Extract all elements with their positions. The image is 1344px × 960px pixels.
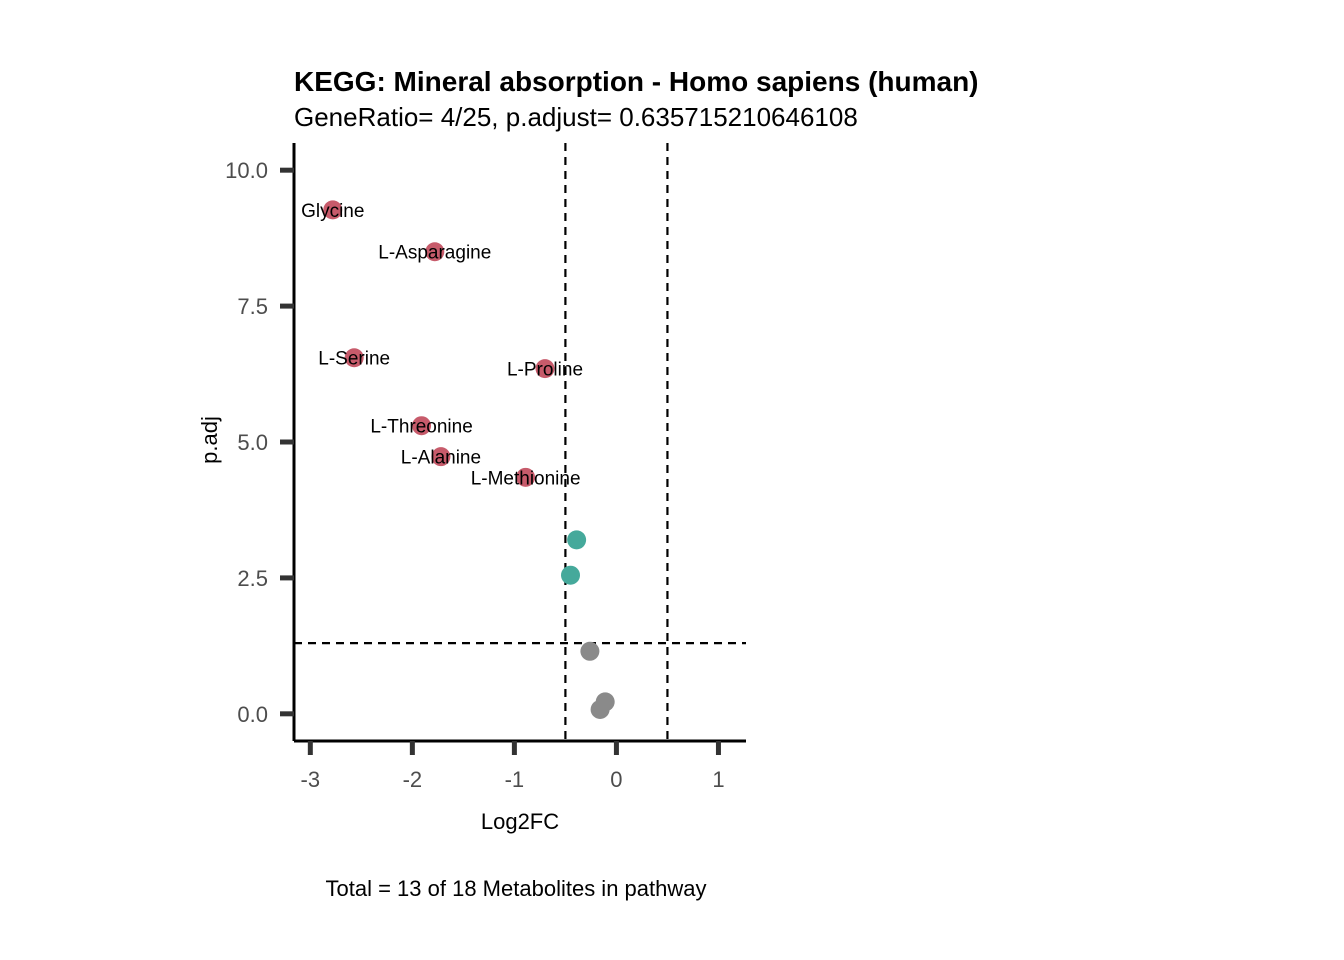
data-point-1	[425, 242, 445, 262]
point-label-0: Glycine	[301, 201, 364, 222]
point-label-5: L-Alanine	[401, 448, 481, 469]
data-point-0	[323, 200, 343, 220]
x-tick-label-0: -3	[301, 767, 321, 792]
x-tick-label-4: 1	[712, 767, 724, 792]
chart-subtitle: GeneRatio= 4/25, p.adjust= 0.63571521064…	[294, 102, 858, 132]
plot-area: 0.0 2.5 5.0 7.5 10.0 -3 -2 -1 0 1 Glycine L-Asparag…	[225, 143, 746, 792]
data-point-6	[516, 467, 536, 487]
x-axis-title: Log2FC	[481, 809, 559, 834]
data-point-3	[535, 359, 555, 379]
data-point-9	[580, 641, 600, 661]
y-tick-label-3: 7.5	[237, 294, 268, 319]
x-tick-label-3: 0	[610, 767, 622, 792]
chart-caption: Total = 13 of 18 Metabolites in pathway	[326, 876, 707, 901]
x-tick-label-2: -1	[505, 767, 525, 792]
point-label-1: L-Asparagine	[378, 243, 491, 264]
x-tick-label-1: -2	[403, 767, 423, 792]
point-label-3: L-Proline	[507, 360, 583, 381]
data-point-5	[431, 447, 451, 467]
data-point-11	[590, 699, 610, 719]
y-axis-title: p.adj	[197, 416, 222, 464]
point-label-6: L-Methionine	[471, 468, 581, 489]
y-tick-label-0: 0.0	[237, 702, 268, 727]
data-point-4	[412, 416, 432, 436]
data-point-7	[567, 530, 587, 550]
point-label-2: L-Serine	[318, 349, 390, 370]
data-point-2	[344, 348, 364, 368]
y-tick-label-1: 2.5	[237, 566, 268, 591]
chart-title: KEGG: Mineral absorption - Homo sapiens …	[294, 66, 979, 97]
y-tick-label-4: 10.0	[225, 158, 268, 183]
data-point-8	[561, 565, 581, 585]
y-tick-label-2: 5.0	[237, 430, 268, 455]
point-label-4: L-Threonine	[370, 417, 472, 438]
